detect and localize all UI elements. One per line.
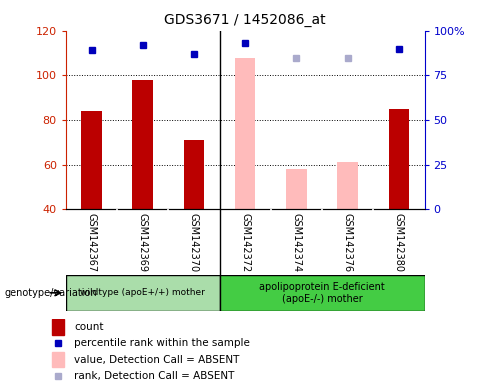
Text: GSM142370: GSM142370	[189, 213, 199, 271]
Text: GSM142369: GSM142369	[138, 213, 148, 271]
Text: rank, Detection Call = ABSENT: rank, Detection Call = ABSENT	[74, 371, 234, 381]
Bar	[52, 319, 64, 335]
Bar	[52, 352, 64, 367]
Text: GSM142380: GSM142380	[394, 213, 404, 271]
Text: genotype/variation: genotype/variation	[5, 288, 98, 298]
Text: percentile rank within the sample: percentile rank within the sample	[74, 338, 250, 348]
Bar	[286, 169, 307, 209]
Bar	[220, 275, 425, 311]
Bar	[338, 162, 358, 209]
Bar	[133, 80, 153, 209]
Text: GSM142376: GSM142376	[343, 213, 353, 271]
Text: count: count	[74, 322, 103, 332]
Text: GSM142374: GSM142374	[291, 213, 302, 271]
Text: GSM142367: GSM142367	[86, 213, 97, 271]
Text: wildtype (apoE+/+) mother: wildtype (apoE+/+) mother	[81, 288, 205, 297]
Text: apolipoprotein E-deficient
(apoE-/-) mother: apolipoprotein E-deficient (apoE-/-) mot…	[259, 281, 385, 304]
Text: value, Detection Call = ABSENT: value, Detection Call = ABSENT	[74, 354, 240, 364]
Text: GSM142372: GSM142372	[240, 213, 250, 272]
Bar	[235, 58, 256, 209]
Bar	[389, 109, 409, 209]
Bar	[184, 140, 204, 209]
Title: GDS3671 / 1452086_at: GDS3671 / 1452086_at	[164, 13, 326, 27]
Bar	[81, 111, 102, 209]
Bar	[66, 275, 220, 311]
